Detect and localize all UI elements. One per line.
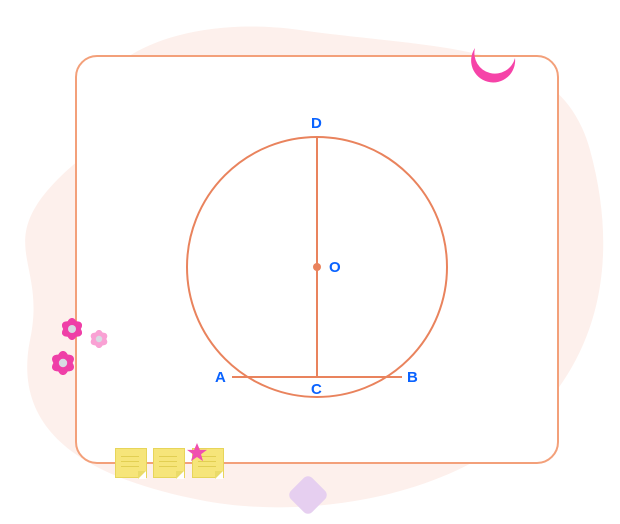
label-d: D xyxy=(311,115,322,132)
sticky-note xyxy=(153,448,183,478)
pink-crescent-icon xyxy=(465,40,525,95)
star-icon xyxy=(186,442,208,464)
label-b: B xyxy=(407,369,418,386)
flower-icon xyxy=(45,345,81,381)
label-c: C xyxy=(311,381,322,398)
diagram-card: D O A B C xyxy=(75,55,559,464)
sticky-note xyxy=(192,448,222,478)
stage: D O A B C xyxy=(0,0,620,524)
sticky-notes xyxy=(115,448,226,478)
label-o: O xyxy=(329,259,341,276)
label-a: A xyxy=(215,369,226,386)
flower-icon xyxy=(55,312,89,346)
center-point xyxy=(313,263,321,271)
flower-icon xyxy=(85,325,113,353)
sticky-note xyxy=(115,448,145,478)
